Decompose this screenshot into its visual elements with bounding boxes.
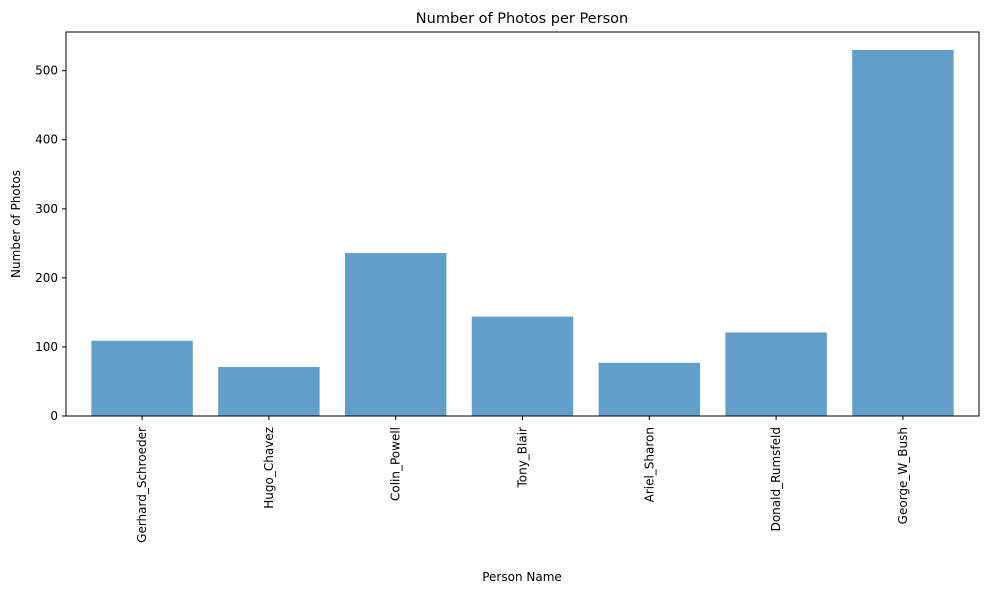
bar-donald-rumsfeld <box>725 332 827 416</box>
bar-gerhard-schroeder <box>91 340 193 416</box>
y-tick-label: 400 <box>35 133 58 147</box>
x-tick-label: George_W_Bush <box>896 427 910 524</box>
bar-tony-blair <box>471 316 574 416</box>
chart-title: Number of Photos per Person <box>416 11 628 27</box>
x-tick-label: Gerhard_Schroeder <box>135 427 149 543</box>
y-tick-label: 0 <box>50 409 58 423</box>
y-axis: 0 100 200 300 400 500 <box>35 64 66 423</box>
bar-george-w-bush <box>852 49 954 416</box>
x-tick-label: Hugo_Chavez <box>262 427 276 509</box>
bar-colin-powell <box>344 253 447 416</box>
x-axis: Gerhard_Schroeder Hugo_Chavez Colin_Powell… <box>135 416 910 543</box>
y-tick-label: 500 <box>35 64 58 78</box>
y-tick-label: 200 <box>35 271 58 285</box>
plot-frame <box>65 31 980 417</box>
x-tick-label: Ariel_Sharon <box>642 427 656 502</box>
bar-ariel-sharon <box>598 362 701 416</box>
x-tick-label: Donald_Rumsfeld <box>769 427 783 531</box>
x-tick-label: Tony_Blair <box>516 427 530 489</box>
y-tick-label: 100 <box>35 340 58 354</box>
x-axis-label: Person Name <box>482 570 562 584</box>
bar-hugo-chavez <box>218 366 320 416</box>
y-tick-label: 300 <box>35 202 58 216</box>
x-tick-label: Colin_Powell <box>389 427 403 501</box>
y-axis-label: Number of Photos <box>9 170 23 278</box>
bars-group <box>91 49 954 416</box>
